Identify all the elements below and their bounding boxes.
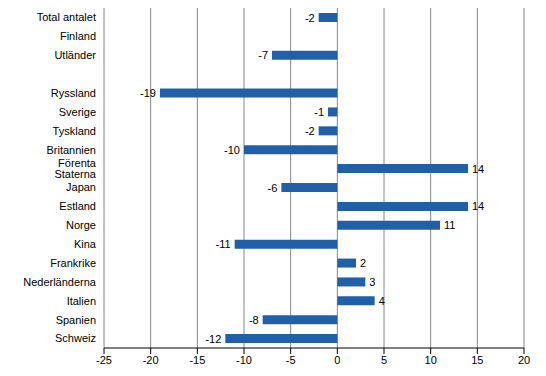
svg-text:-6: -6: [268, 182, 278, 194]
svg-text:-5: -5: [286, 354, 296, 366]
svg-text:-15: -15: [189, 354, 205, 366]
svg-text:5: 5: [381, 354, 387, 366]
svg-text:Britannien: Britannien: [46, 144, 96, 156]
svg-text:10: 10: [425, 354, 437, 366]
svg-text:Sverige: Sverige: [59, 106, 96, 118]
svg-text:-19: -19: [140, 87, 156, 99]
svg-text:Tyskland: Tyskland: [53, 125, 96, 137]
svg-text:Japan: Japan: [66, 181, 96, 193]
svg-text:-7: -7: [258, 49, 268, 61]
svg-text:-1: -1: [314, 106, 324, 118]
svg-text:3: 3: [369, 276, 375, 288]
svg-text:-2: -2: [305, 125, 315, 137]
svg-text:Frankrike: Frankrike: [50, 257, 96, 269]
svg-text:-10: -10: [236, 354, 252, 366]
svg-text:Italien: Italien: [67, 295, 96, 307]
svg-text:14: 14: [472, 163, 484, 175]
svg-text:-20: -20: [143, 354, 159, 366]
svg-text:2: 2: [360, 257, 366, 269]
svg-text:-2: -2: [305, 12, 315, 24]
svg-text:-10: -10: [224, 144, 240, 156]
svg-text:-11: -11: [216, 238, 231, 250]
svg-text:FörentaStaterna: FörentaStaterna: [54, 157, 96, 180]
svg-text:11: 11: [444, 219, 455, 231]
svg-text:14: 14: [472, 200, 484, 212]
svg-text:Nederländerna: Nederländerna: [23, 276, 97, 288]
svg-text:0: 0: [334, 354, 340, 366]
svg-text:Utländer: Utländer: [54, 49, 96, 61]
svg-text:-12: -12: [205, 333, 221, 345]
svg-text:Total antalet: Total antalet: [37, 11, 96, 23]
svg-text:4: 4: [379, 295, 385, 307]
svg-text:Norge: Norge: [66, 219, 96, 231]
svg-text:Finland: Finland: [60, 30, 96, 42]
svg-text:Spanien: Spanien: [56, 314, 96, 326]
svg-text:15: 15: [471, 354, 483, 366]
svg-text:Estland: Estland: [59, 200, 96, 212]
svg-text:20: 20: [518, 354, 530, 366]
svg-text:Kina: Kina: [74, 238, 97, 250]
svg-text:Ryssland: Ryssland: [51, 87, 96, 99]
svg-text:Schweiz: Schweiz: [55, 332, 96, 344]
svg-text:-25: -25: [96, 354, 112, 366]
svg-text:-8: -8: [249, 314, 259, 326]
